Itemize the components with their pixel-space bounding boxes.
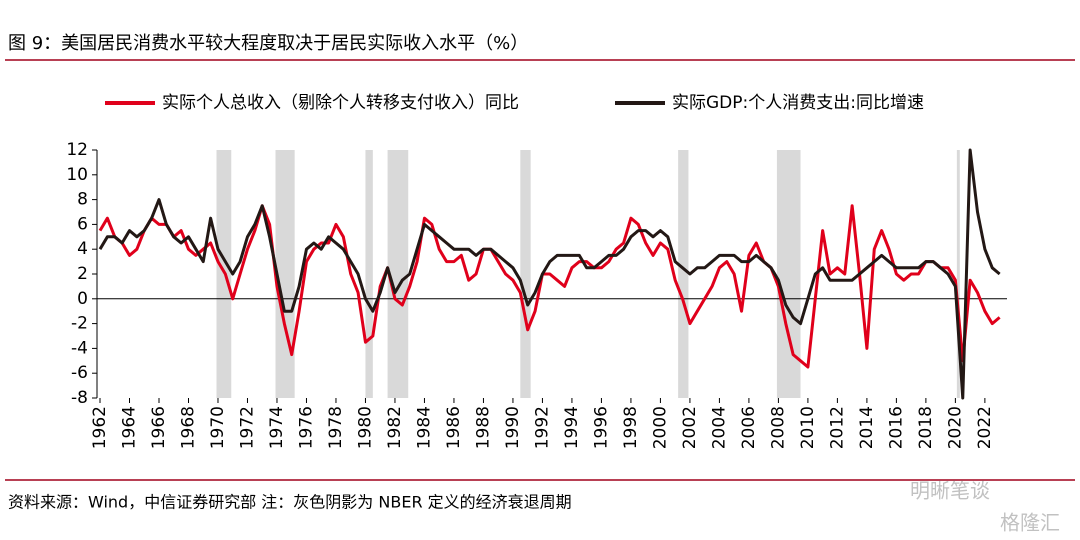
recession-band — [956, 150, 960, 398]
x-tick-label: 1962 — [90, 406, 110, 449]
series-line — [98, 148, 1001, 400]
x-tick-label: 2010 — [798, 406, 818, 449]
x-tick-label: 1964 — [119, 406, 139, 449]
x-tick-label: 2022 — [975, 406, 995, 449]
y-tick-label: -2 — [71, 314, 88, 334]
watermark: 明晰笔谈 — [910, 479, 990, 503]
series-line — [98, 204, 1001, 369]
x-tick-label: 2004 — [709, 406, 729, 449]
x-tick-label: 1978 — [326, 406, 346, 449]
x-tick-label: 2020 — [945, 406, 965, 449]
x-tick-label: 2012 — [827, 406, 847, 449]
x-tick-label: 2016 — [886, 406, 906, 449]
y-tick-label: -6 — [71, 363, 88, 383]
x-tick-label: 1994 — [562, 406, 582, 449]
x-tick-label: 1970 — [208, 406, 228, 449]
recession-band — [365, 150, 373, 398]
y-tick-label: -8 — [71, 388, 88, 408]
x-tick-label: 1998 — [621, 406, 641, 449]
y-tick-label: 8 — [77, 190, 88, 210]
x-tick-label: 2018 — [916, 406, 936, 449]
x-tick-label: 1996 — [591, 406, 611, 449]
y-tick-label: 2 — [77, 264, 88, 284]
x-tick-label: 1968 — [178, 406, 198, 449]
legend-label: 实际个人总收入（剔除个人转移支付收入）同比 — [162, 93, 519, 113]
x-tick-label: 1992 — [532, 406, 552, 449]
recession-band — [387, 150, 409, 398]
x-tick-label: 1984 — [414, 406, 434, 449]
watermark: 格隆汇 — [1000, 511, 1060, 535]
x-tick-label: 1966 — [149, 406, 169, 449]
recession-band — [678, 150, 689, 398]
x-tick-label: 1980 — [355, 406, 375, 449]
legend-label: 实际GDP:个人消费支出:同比增速 — [672, 93, 924, 113]
x-tick-label: 1972 — [237, 406, 257, 449]
x-tick-label: 1988 — [473, 406, 493, 449]
y-tick-label: 10 — [66, 165, 88, 185]
x-tick-label: 1974 — [267, 406, 287, 449]
recession-band — [776, 150, 801, 398]
chart-title: 图 9：美国居民消费水平较大程度取决于居民实际收入水平（%） — [8, 33, 528, 54]
y-tick-label: 6 — [77, 214, 88, 234]
x-tick-label: 1990 — [503, 406, 523, 449]
x-tick-label: 1982 — [385, 406, 405, 449]
recession-band — [520, 150, 531, 398]
y-tick-label: -4 — [71, 338, 88, 358]
x-tick-label: 1976 — [296, 406, 316, 449]
x-tick-label: 2000 — [650, 406, 670, 449]
x-tick-label: 2014 — [857, 406, 877, 449]
x-tick-label: 2006 — [739, 406, 759, 449]
y-tick-label: 0 — [77, 289, 88, 309]
x-tick-label: 1986 — [444, 406, 464, 449]
recession-band — [275, 150, 295, 398]
x-tick-label: 2008 — [768, 406, 788, 449]
y-tick-label: 4 — [77, 239, 88, 259]
source-note: 资料来源：Wind，中信证券研究部 注：灰色阴影为 NBER 定义的经济衰退周期 — [8, 493, 572, 512]
x-tick-label: 2002 — [680, 406, 700, 449]
y-tick-label: 12 — [66, 140, 88, 160]
